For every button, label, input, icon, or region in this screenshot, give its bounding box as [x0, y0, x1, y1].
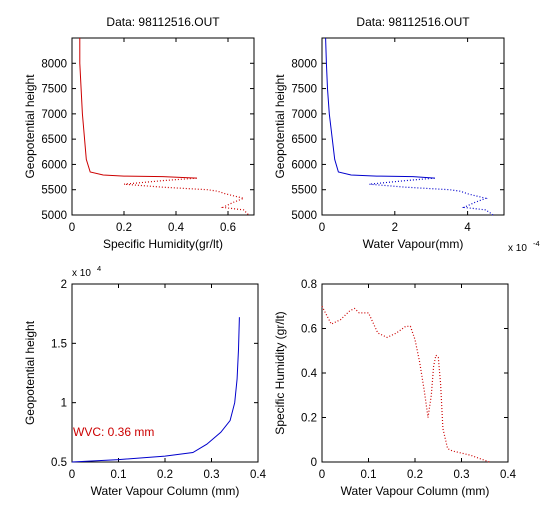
x-axis-label: Water Vapour(mm) [363, 237, 464, 251]
y-axis-label: Geopotential height [23, 74, 37, 179]
y-tick-label: 6500 [41, 134, 67, 146]
y-tick-label: 8000 [291, 58, 317, 70]
y-tick-label: 6500 [291, 134, 317, 146]
wvc-annotation: WVC: 0.36 mm [73, 425, 154, 439]
x-tick-label: 0.2 [407, 469, 423, 481]
y-tick-label: 0.6 [301, 324, 317, 336]
series-line [369, 177, 494, 216]
x-tick-label: 0.1 [111, 469, 127, 481]
axes-frame [321, 37, 505, 216]
x-tick-label: 0.3 [454, 469, 470, 481]
y-axis-label: Specific Humidity (gr/lt) [273, 311, 287, 434]
x-tick-label: 2 [392, 222, 398, 234]
x-tick-label: 0.6 [220, 222, 236, 234]
x-tick-label: 0.4 [500, 469, 517, 481]
y-tick-label: 7000 [291, 109, 317, 121]
series-line [325, 37, 435, 179]
x-tick-label: 0.2 [157, 469, 173, 481]
x-tick-label: 0.2 [116, 222, 132, 234]
y-tick-label: 1.5 [51, 338, 67, 350]
y-tick-label: 5500 [291, 185, 317, 197]
x-tick-label: 0 [319, 469, 325, 481]
y-tick-label: 6000 [291, 159, 317, 171]
x-tick-label: 0.4 [250, 469, 267, 481]
series-line [79, 38, 197, 179]
y-tick-label: 5500 [41, 185, 67, 197]
y-tick-label: 0.2 [301, 413, 317, 425]
series-line [321, 306, 490, 463]
x-tick-label: 0.1 [361, 469, 377, 481]
y-tick-label: 5000 [41, 210, 67, 222]
y-tick-label: 7000 [41, 109, 67, 121]
y-tick-label: 0.5 [51, 457, 67, 469]
y-tick-label: 6000 [41, 159, 67, 171]
chart-title: Data: 98112516.OUT [356, 15, 470, 29]
x-axis-multiplier-exponent: -4 [533, 239, 540, 248]
axes-frame [321, 283, 509, 463]
x-tick-label: 0 [69, 469, 75, 481]
axes-frame [71, 37, 255, 216]
panel-wvc-height: 0 0.1 0.2 0.3 0.4 0.5 1 1.5 2 Water Vapour Column… [23, 264, 267, 498]
panel-specific-humidity-profile: 0 0.2 0.4 0.6 5000 5500 6000 6500 7000 7500 8000 Da… [23, 15, 255, 251]
x-tick-label: 0 [319, 222, 325, 234]
x-tick-label: 0.3 [204, 469, 220, 481]
y-tick-label: 0.4 [301, 368, 318, 380]
x-axis-label: Water Vapour Column (mm) [341, 484, 490, 498]
y-tick-label: 5000 [291, 210, 317, 222]
x-tick-label: 4 [464, 222, 471, 234]
y-tick-label: 8000 [41, 58, 67, 70]
x-tick-label: 0.4 [168, 222, 185, 234]
y-tick-label: 2 [61, 279, 67, 291]
chart-title: Data: 98112516.OUT [106, 15, 220, 29]
series-line [123, 177, 250, 216]
y-axis-label: Geopotential height [273, 74, 287, 179]
y-axis-label: Geopotential height [23, 320, 37, 425]
y-tick-label: 1 [61, 398, 67, 410]
series-line [71, 317, 240, 463]
y-tick-label: 0 [311, 457, 317, 469]
y-axis-multiplier-exponent: 4 [97, 264, 101, 273]
y-tick-label: 7500 [291, 84, 317, 96]
y-tick-label: 0.8 [301, 279, 317, 291]
y-axis-multiplier: x 10 [72, 268, 91, 279]
x-axis-multiplier: x 10 [508, 243, 527, 254]
x-axis-label: Water Vapour Column (mm) [91, 484, 240, 498]
x-tick-label: 0 [69, 222, 75, 234]
panel-water-vapour-profile: 0 2 4 5000 5500 6000 6500 7000 7500 8000 Data: 981… [273, 15, 540, 254]
panel-wvc-specific-humidity: 0 0.1 0.2 0.3 0.4 0 0.2 0.4 0.6 0.8 Water Vapour C… [273, 279, 517, 498]
y-tick-label: 7500 [41, 84, 67, 96]
x-axis-label: Specific Humidity(gr/lt) [103, 237, 223, 251]
